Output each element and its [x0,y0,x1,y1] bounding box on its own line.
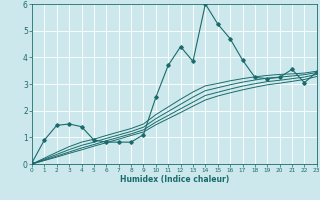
X-axis label: Humidex (Indice chaleur): Humidex (Indice chaleur) [120,175,229,184]
